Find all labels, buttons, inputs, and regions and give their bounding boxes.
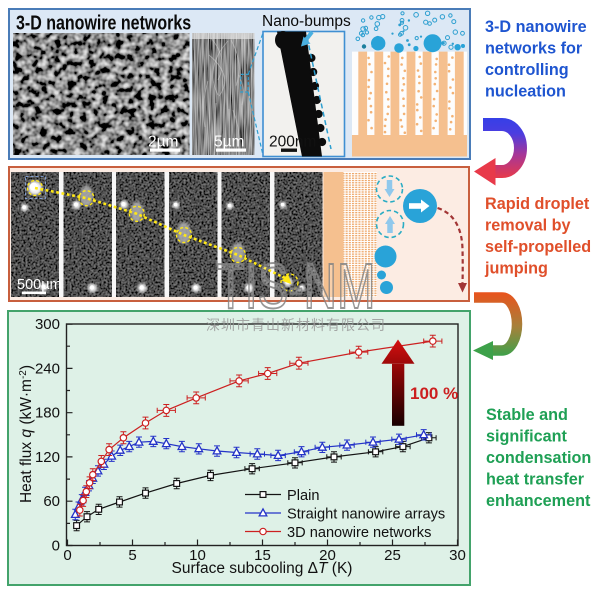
svg-text:0: 0 (63, 547, 71, 564)
svg-text:深圳市青山新材料有限公司: 深圳市青山新材料有限公司 (206, 317, 386, 333)
svg-text:500µm: 500µm (17, 277, 62, 293)
svg-text:120: 120 (35, 449, 60, 466)
svg-text:5µm: 5µm (214, 134, 244, 151)
svg-text:20: 20 (319, 547, 336, 564)
svg-text:Plain: Plain (287, 488, 319, 504)
svg-text:Surface subcooling ΔT (K): Surface subcooling ΔT (K) (172, 560, 353, 577)
svg-text:200nm: 200nm (269, 134, 316, 151)
svg-text:25: 25 (384, 547, 401, 564)
svg-text:100 %: 100 % (410, 384, 458, 403)
svg-text:3-D nanowire networks: 3-D nanowire networks (16, 12, 191, 34)
svg-text:2µm: 2µm (148, 134, 178, 151)
svg-text:300: 300 (35, 316, 60, 333)
svg-text:TIS-NM: TIS-NM (217, 251, 376, 322)
svg-text:0: 0 (52, 538, 60, 555)
svg-text:Nano-bumps: Nano-bumps (262, 13, 351, 30)
svg-text:Straight nanowire arrays: Straight nanowire arrays (287, 507, 445, 523)
svg-text:180: 180 (35, 405, 60, 422)
svg-text:15: 15 (254, 547, 271, 564)
svg-text:3D nanowire networks: 3D nanowire networks (287, 525, 431, 541)
svg-text:5: 5 (128, 547, 136, 564)
svg-text:60: 60 (43, 493, 60, 510)
svg-text:10: 10 (189, 547, 206, 564)
svg-text:Heat flux q (kW·m-2): Heat flux q (kW·m-2) (18, 365, 35, 503)
svg-text:240: 240 (35, 360, 60, 377)
svg-text:30: 30 (449, 547, 466, 564)
